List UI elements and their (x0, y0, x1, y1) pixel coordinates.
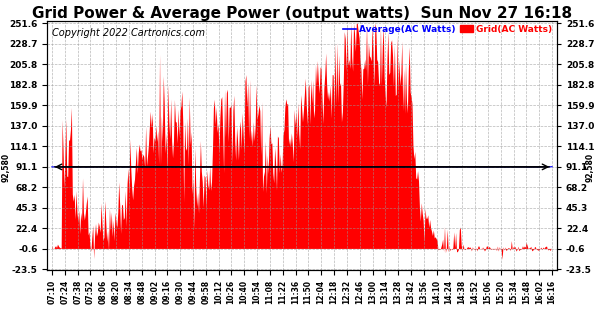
Text: 92,580: 92,580 (2, 153, 11, 182)
Legend: Average(AC Watts), Grid(AC Watts): Average(AC Watts), Grid(AC Watts) (343, 25, 552, 34)
Title: Grid Power & Average Power (output watts)  Sun Nov 27 16:18: Grid Power & Average Power (output watts… (32, 6, 572, 20)
Text: Copyright 2022 Cartronics.com: Copyright 2022 Cartronics.com (52, 28, 205, 38)
Text: 92,580: 92,580 (586, 153, 595, 182)
